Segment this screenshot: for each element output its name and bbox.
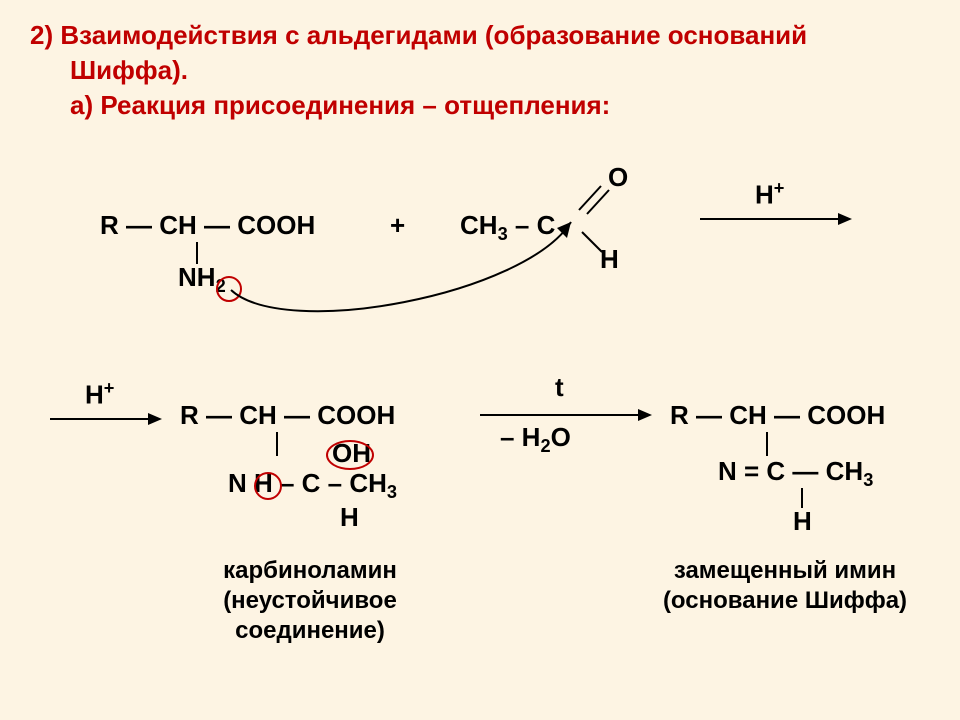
aldehyde-h: H bbox=[600, 244, 619, 275]
imine-h: H bbox=[793, 506, 812, 537]
bond-ch-n-imine bbox=[766, 432, 768, 456]
aldehyde-o: O bbox=[608, 162, 628, 193]
reaction-arrow-3-head bbox=[638, 409, 652, 421]
reaction-arrow-2-line bbox=[50, 418, 150, 420]
title-line-1: 2) Взаимодействия с альдегидами (образов… bbox=[30, 20, 807, 50]
carbinolamine-h: H bbox=[340, 502, 359, 533]
circle-nh bbox=[254, 472, 282, 500]
bond-ch-nh2 bbox=[196, 242, 198, 264]
circle-oh bbox=[326, 440, 374, 470]
reaction-arrow-2-head bbox=[148, 413, 162, 425]
carbinolamine-top: R — CH — COOH bbox=[180, 400, 395, 431]
slide: 2) Взаимодействия с альдегидами (образов… bbox=[0, 0, 960, 720]
arrow3-t: t bbox=[555, 372, 564, 403]
hplus-2: H+ bbox=[85, 378, 114, 411]
title-line-2: Шиффа). bbox=[70, 55, 188, 85]
reaction-arrow-1-line bbox=[700, 218, 840, 220]
caption-imine: замещенный имин (основание Шиффа) bbox=[640, 556, 930, 616]
bond-ch-n-carb bbox=[276, 432, 278, 456]
mechanism-arrow bbox=[225, 210, 595, 320]
imine-top: R — CH — COOH bbox=[670, 400, 885, 431]
title-line-3: а) Реакция присоединения – отщепления: bbox=[70, 90, 610, 120]
imine-mid: N = C — CH3 bbox=[718, 456, 873, 491]
caption-carbinolamine: карбиноламин (неустойчивое соединение) bbox=[180, 556, 440, 646]
reaction-arrow-3-line bbox=[480, 414, 640, 416]
slide-title: 2) Взаимодействия с альдегидами (образов… bbox=[30, 18, 930, 123]
arrow3-minus-h2o: – H2O bbox=[500, 422, 571, 457]
hplus-1: H+ bbox=[755, 178, 784, 211]
bond-c-h-imine bbox=[801, 488, 803, 508]
reaction-arrow-1-head bbox=[838, 213, 852, 225]
